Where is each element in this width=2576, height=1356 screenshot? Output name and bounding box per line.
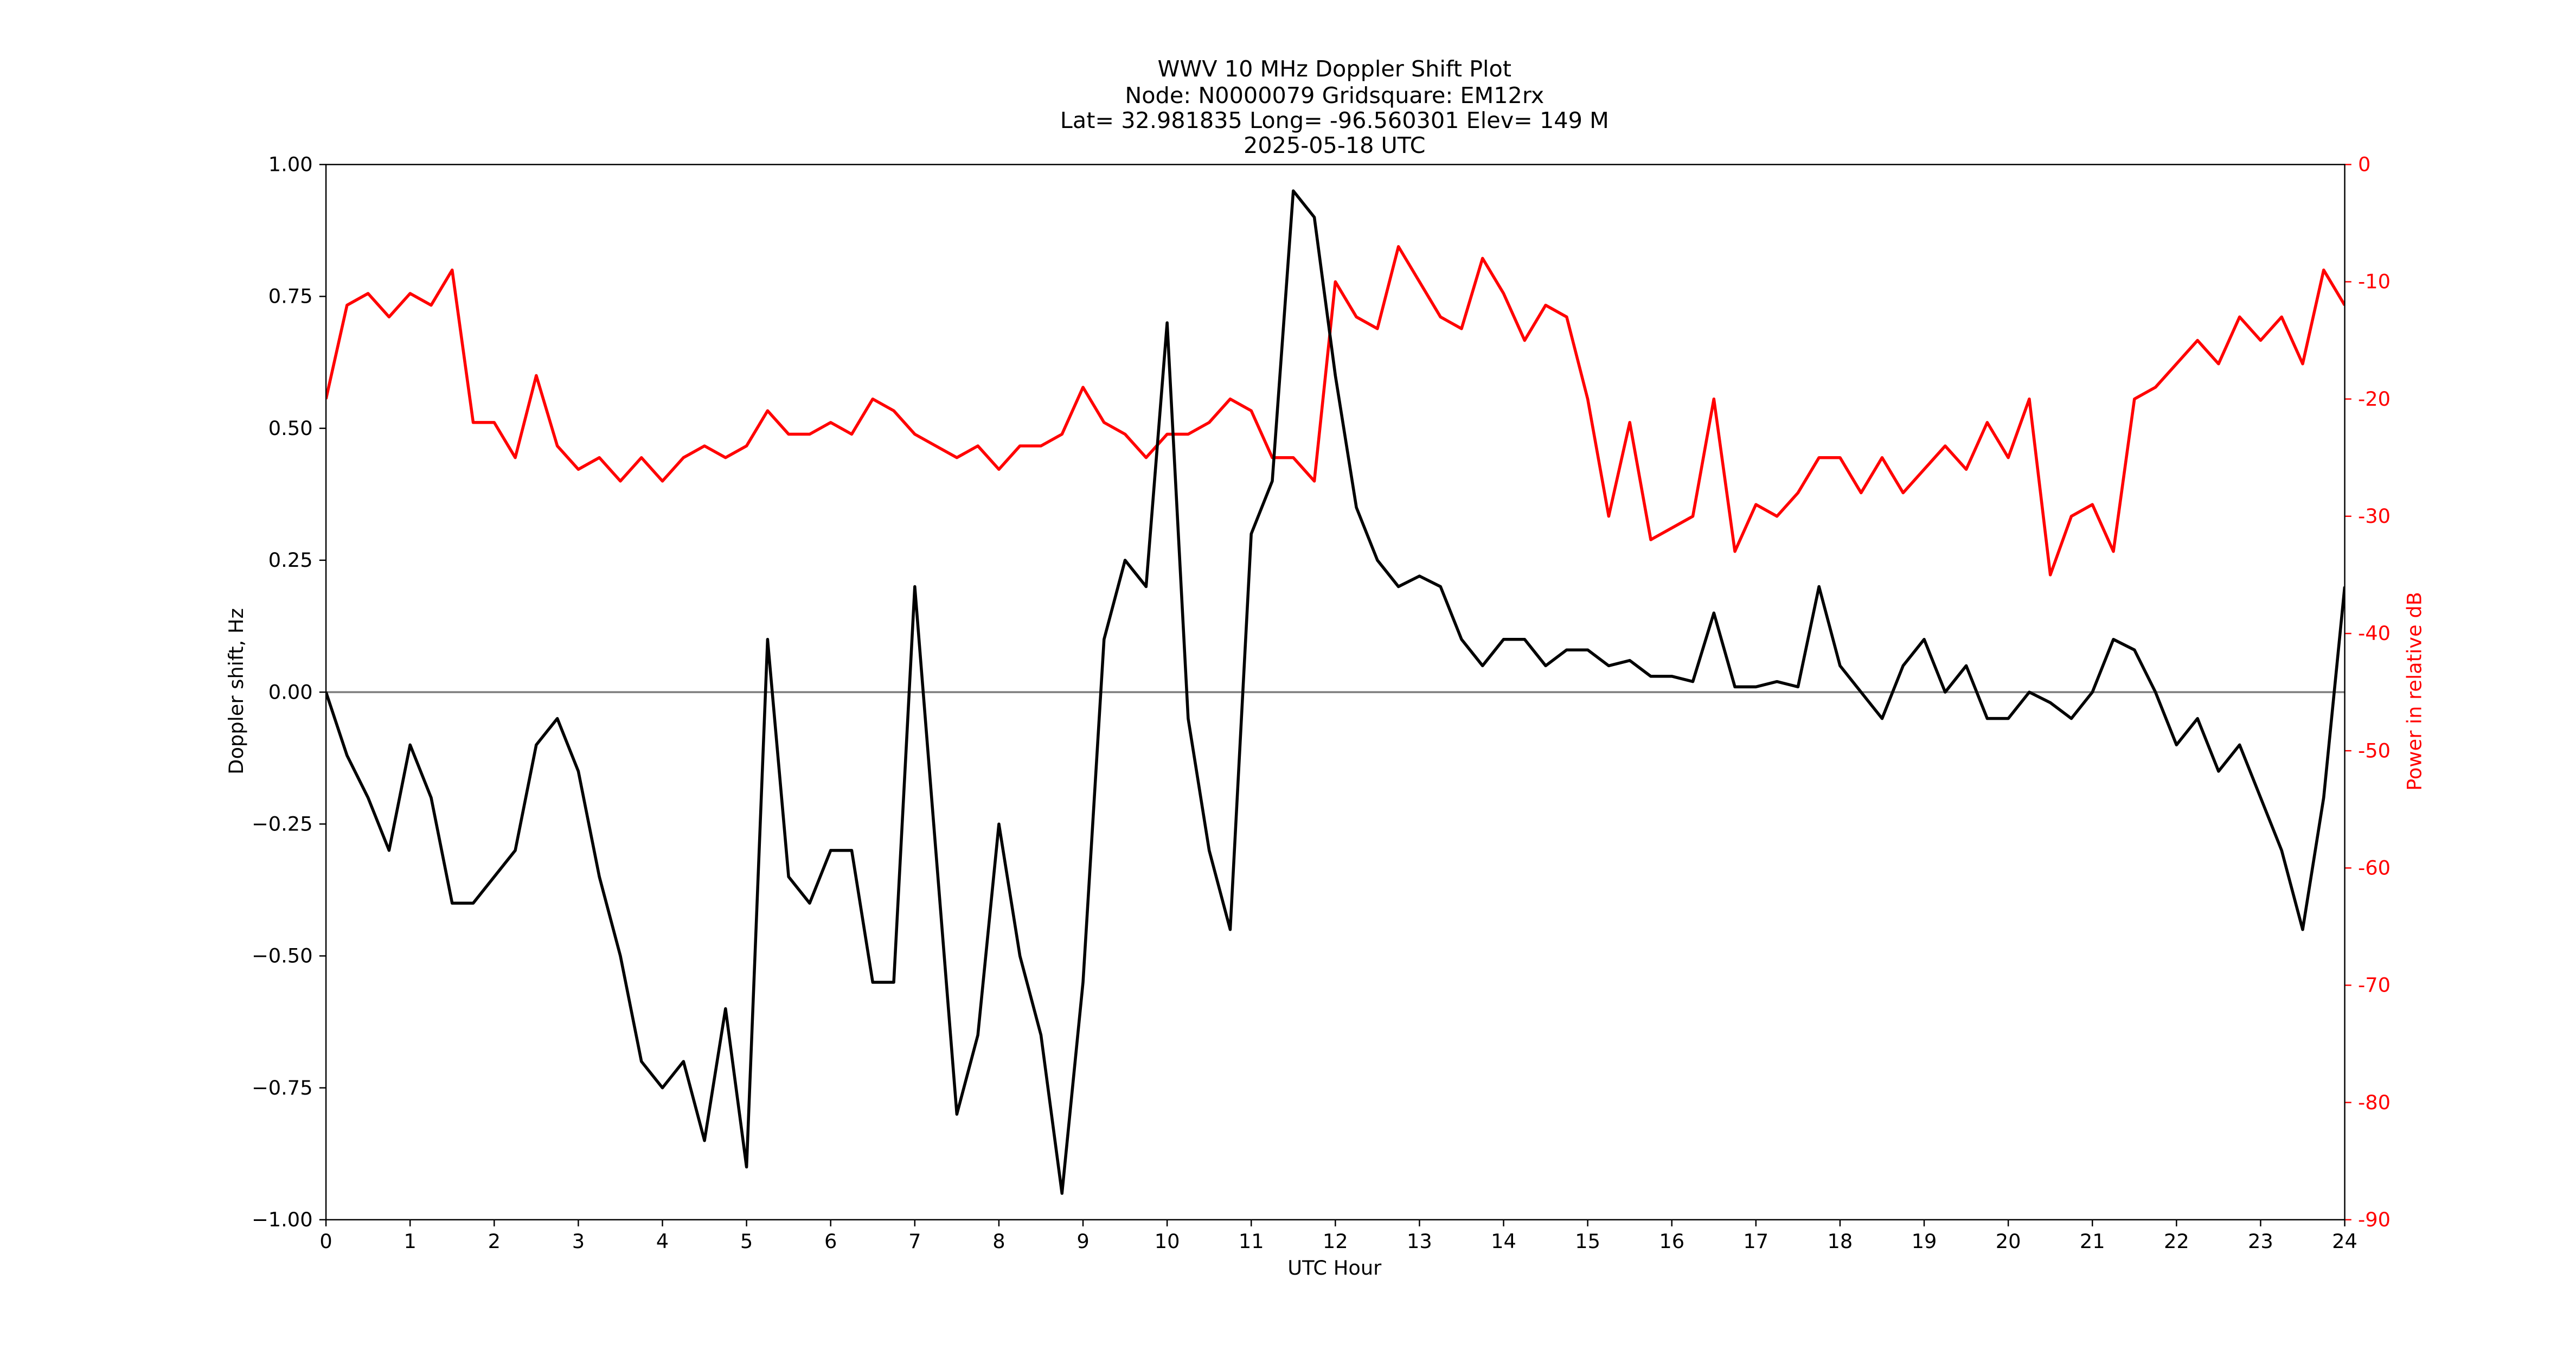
x-tick-label: 16 [1659, 1230, 1684, 1253]
y-tick-label: −1.00 [252, 1208, 313, 1231]
y2-tick-label: -60 [2358, 856, 2391, 880]
y2-tick-label: -90 [2358, 1208, 2391, 1231]
x-tick-label: 1 [404, 1230, 416, 1253]
x-tick-label: 21 [2080, 1230, 2105, 1253]
y2-tick-label: -80 [2358, 1091, 2391, 1114]
x-tick-label: 15 [1575, 1230, 1600, 1253]
y-axis-label: Doppler shift, Hz [225, 608, 248, 775]
x-tick-label: 19 [1912, 1230, 1937, 1253]
x-tick-label: 5 [740, 1230, 753, 1253]
x-tick-label: 17 [1743, 1230, 1768, 1253]
y-tick-label: −0.75 [252, 1076, 313, 1099]
x-tick-label: 2 [488, 1230, 501, 1253]
x-tick-label: 8 [992, 1230, 1005, 1253]
y2-tick-label: -20 [2358, 387, 2391, 411]
data-line [326, 245, 2345, 577]
y-tick-label: 0.25 [268, 548, 313, 572]
y-tick-label: 0.00 [268, 680, 313, 703]
y-tick-label: 0.50 [268, 417, 313, 440]
y2-tick-label: -10 [2358, 270, 2391, 293]
chart-title: Lat= 32.981835 Long= -96.560301 Elev= 14… [1060, 107, 1609, 133]
y2-tick-label: -50 [2358, 739, 2391, 762]
x-axis-label: UTC Hour [1287, 1256, 1382, 1280]
chart-title: Node: N0000079 Gridsquare: EM12rx [1125, 82, 1544, 108]
y2-tick-label: -70 [2358, 974, 2391, 997]
x-tick-label: 0 [319, 1230, 332, 1253]
y2-tick-label: 0 [2358, 153, 2370, 176]
x-tick-label: 23 [2248, 1230, 2273, 1253]
y2-axis-label: Power in relative dB [2402, 592, 2426, 791]
y2-tick-label: -30 [2358, 504, 2391, 528]
y-tick-label: −0.25 [252, 812, 313, 835]
y-tick-label: −0.50 [252, 944, 313, 968]
x-tick-label: 13 [1407, 1230, 1432, 1253]
x-tick-label: 20 [1996, 1230, 2021, 1253]
chart-title: WWV 10 MHz Doppler Shift Plot [1158, 56, 1512, 82]
x-tick-label: 22 [2164, 1230, 2189, 1253]
y2-tick-label: -40 [2358, 622, 2391, 645]
x-tick-label: 11 [1239, 1230, 1264, 1253]
x-tick-label: 18 [1828, 1230, 1853, 1253]
y-tick-label: 1.00 [268, 153, 313, 176]
x-tick-label: 12 [1323, 1230, 1348, 1253]
x-tick-label: 6 [824, 1230, 837, 1253]
plot-frame [325, 164, 2346, 1220]
chart-title: 2025-05-18 UTC [1244, 132, 1426, 158]
y-tick-label: 0.75 [268, 285, 313, 308]
x-tick-label: 9 [1076, 1230, 1089, 1253]
x-tick-label: 3 [572, 1230, 585, 1253]
x-tick-label: 24 [2332, 1230, 2357, 1253]
x-tick-label: 10 [1155, 1230, 1180, 1253]
x-tick-label: 7 [908, 1230, 921, 1253]
data-line [326, 189, 2345, 1195]
x-tick-label: 4 [656, 1230, 669, 1253]
x-tick-label: 14 [1491, 1230, 1516, 1253]
